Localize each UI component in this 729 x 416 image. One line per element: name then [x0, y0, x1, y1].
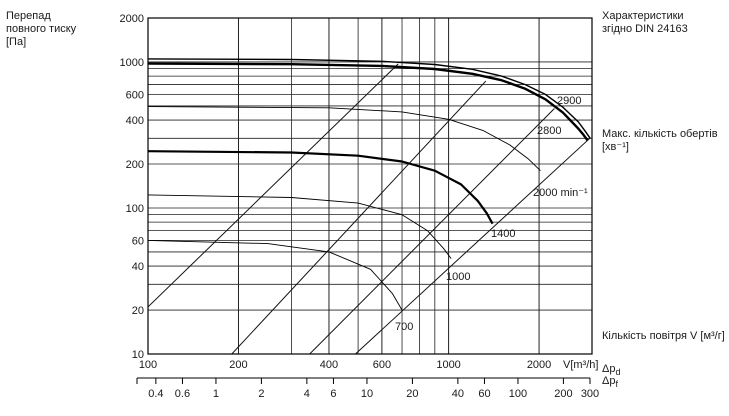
grid: [147, 17, 593, 355]
y-tick-label: 200: [126, 159, 144, 171]
fan-curve-700: [148, 239, 403, 311]
speed-legend-line: [хв⁻¹]: [602, 141, 629, 153]
dp-tick-label: 1: [213, 388, 219, 400]
dp-f-label-sub: f: [615, 379, 618, 389]
y-axis-label-line: [Па]: [6, 36, 27, 48]
dp-f-label: Δpf: [602, 375, 618, 389]
y-tick-label: 2000: [120, 13, 144, 25]
speed-label-700: 700: [395, 321, 413, 333]
x-tick-label: 1000: [436, 359, 460, 371]
dp-d-label: Δpd: [602, 363, 620, 377]
dp-d-label-sub: d: [615, 367, 620, 377]
speed-label-1000: 1000: [446, 271, 470, 283]
fan-curve-1400: [148, 150, 494, 225]
y-tick-label: 20: [132, 305, 144, 317]
dp-tick-label: 4: [304, 388, 310, 400]
y-axis-label-line: повного тиску: [6, 23, 77, 35]
x-tick-label: 100: [139, 359, 157, 371]
chart-title-line: згідно DIN 24163: [602, 23, 688, 35]
flow-axis-label: Кількість повітря V [м³/г]: [602, 330, 725, 342]
system-line: [231, 80, 487, 354]
system-lines: [148, 63, 591, 354]
fan-curves: [148, 58, 591, 311]
speed-label-2900: 2900: [557, 95, 581, 107]
chart-title-line: Характеристики: [602, 10, 684, 22]
dp-tick-label: 10: [361, 388, 373, 400]
speed-label-2000: 2000 min⁻¹: [533, 187, 588, 199]
x-tick-label: 600: [373, 359, 391, 371]
y-tick-label: 1000: [120, 57, 144, 69]
dp-tick-label: 0.4: [148, 388, 163, 400]
dp-tick-label: 60: [478, 388, 490, 400]
plot-frame: [147, 17, 593, 355]
y-axis-label: Перепад повного тиску [Па]: [6, 10, 76, 49]
system-line: [148, 63, 399, 308]
dp-tick-label: 100: [509, 388, 527, 400]
speed-label-1400: 1400: [491, 228, 515, 240]
plot-border: [147, 17, 593, 355]
x-tick-label: 200: [229, 359, 247, 371]
speed-label-2800: 2800: [537, 125, 561, 137]
fan-curve-2000: [148, 106, 541, 172]
dp-tick-label: 40: [452, 388, 464, 400]
dp-tick-label: 300: [581, 388, 599, 400]
y-tick-label: 600: [126, 89, 144, 101]
speed-legend-label: Макс. кількість обертів [хв⁻¹]: [602, 128, 718, 154]
y-tick-label: 60: [132, 235, 144, 247]
tick-labels: 10 20 40 60 100 200 400 600 1000 2000 100 200 400 600…: [120, 13, 599, 371]
fan-curve-2900: [148, 58, 591, 139]
fan-curve-1000: [148, 194, 452, 259]
fan-curve-2800: [148, 62, 589, 142]
system-line: [309, 108, 555, 354]
dp-tick-label: 20: [406, 388, 418, 400]
x-tick-label: 400: [320, 359, 338, 371]
x-unit-label: V[m³/h]: [563, 359, 598, 371]
y-tick-label: 40: [132, 261, 144, 273]
dp-tick-label: 200: [554, 388, 572, 400]
x-tick-label: 2000: [527, 359, 551, 371]
y-axis-label-line: Перепад: [6, 10, 51, 22]
chart-title: Характеристики згідно DIN 24163: [602, 10, 688, 36]
dp-tick-label: 2: [258, 388, 264, 400]
dp-tick-label: 6: [330, 388, 336, 400]
system-line: [355, 137, 591, 354]
speed-legend-line: Макс. кількість обертів: [602, 128, 718, 140]
dp-tick-label: 0.6: [175, 388, 190, 400]
y-tick-label: 100: [126, 203, 144, 215]
y-tick-label: 400: [126, 115, 144, 127]
y-tick-label: 10: [132, 349, 144, 361]
